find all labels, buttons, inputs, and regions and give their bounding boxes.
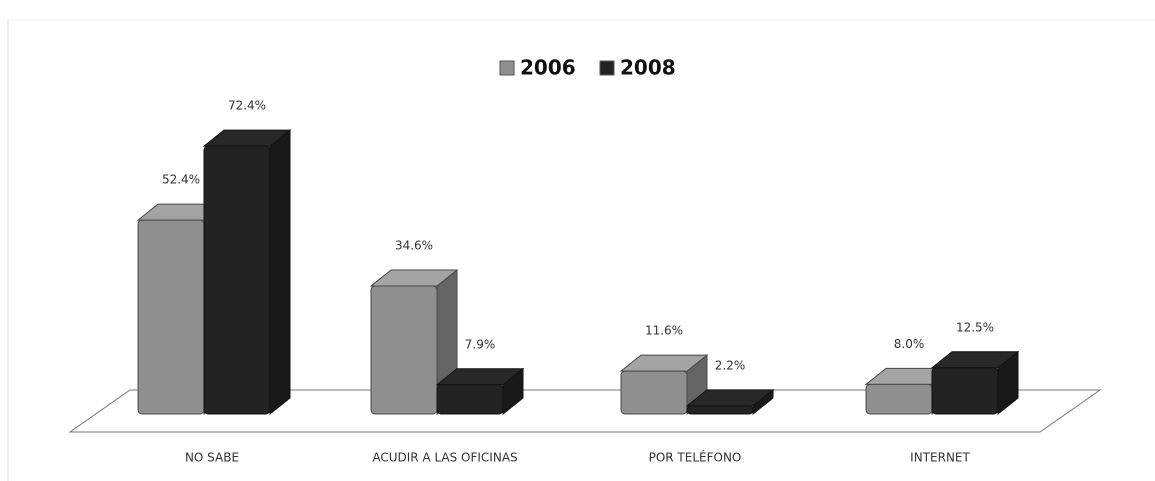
bar <box>137 219 205 415</box>
x-tick-label: POR TELÉFONO <box>649 450 742 465</box>
bar <box>436 384 504 415</box>
value-label: 8.0% <box>894 337 925 351</box>
bar <box>865 383 933 415</box>
legend-swatch <box>499 60 515 76</box>
bar <box>620 370 688 415</box>
x-tick-label: NO SABE <box>185 451 239 465</box>
bar <box>203 145 271 415</box>
bar <box>686 405 754 415</box>
legend-label: 2008 <box>620 56 676 80</box>
value-label: 2.2% <box>715 358 746 372</box>
bar <box>931 367 999 415</box>
value-label: 7.9% <box>465 337 496 351</box>
bar <box>370 285 438 415</box>
value-label: 34.6% <box>395 238 433 252</box>
bar-side <box>269 129 291 416</box>
legend-label: 2006 <box>520 56 576 80</box>
x-tick-label: ACUDIR A LAS OFICINAS <box>372 451 517 465</box>
legend-swatch <box>599 60 615 76</box>
value-label: 52.4% <box>162 173 200 187</box>
floor <box>68 389 1102 433</box>
value-label: 11.6% <box>645 324 683 338</box>
x-tick-label: INTERNET <box>910 451 970 465</box>
value-label: 72.4% <box>228 99 266 113</box>
value-label: 12.5% <box>956 320 994 334</box>
